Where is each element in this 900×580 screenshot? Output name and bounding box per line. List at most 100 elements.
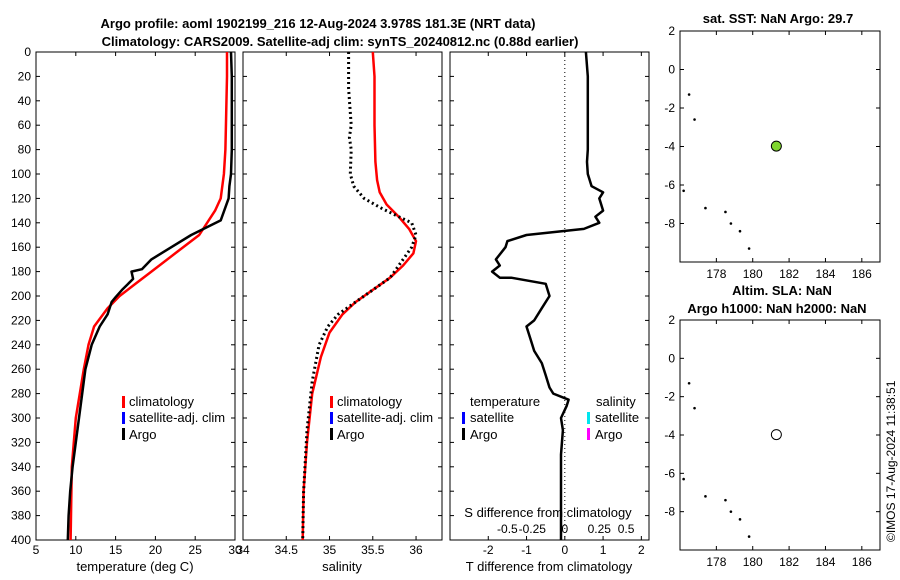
coast-point — [682, 189, 685, 193]
y-tick-label: 340 — [11, 460, 31, 474]
temperature-xlabel: temperature (deg C) — [76, 559, 193, 574]
y-tick-label: -4 — [664, 428, 675, 442]
legend-label-satellite-adj: satellite-adj. clim — [337, 410, 433, 425]
x-tick-label: 184 — [815, 555, 835, 569]
temperature-legend: climatology satellite-adj. clim Argo — [122, 394, 225, 442]
coast-point — [747, 247, 751, 250]
y-tick-label: -6 — [664, 466, 675, 480]
top-tick-label: 0.25 — [588, 522, 612, 536]
x-tick-label: 186 — [852, 267, 872, 281]
top-tick-label: -0.5 — [497, 522, 518, 536]
coast-point — [704, 206, 707, 210]
legend-label-sal-argo: Argo — [595, 427, 622, 442]
legend-title-salinity: salinity — [596, 394, 636, 409]
y-tick-label: 360 — [11, 484, 31, 498]
y-tick-label: 220 — [11, 313, 31, 327]
y-tick-label: 2 — [668, 24, 675, 38]
salinity-lines — [301, 51, 418, 541]
x-tick-label: 182 — [779, 267, 799, 281]
legend-swatch-satellite-adj — [122, 412, 125, 424]
y-tick-label: 40 — [18, 94, 32, 108]
legend-swatch-temp-satellite — [462, 412, 465, 424]
figure-title-line2: Climatology: CARS2009. Satellite-adj cli… — [102, 34, 579, 49]
figure-title-line1: Argo profile: aoml 1902199_216 12-Aug-20… — [101, 16, 536, 31]
coast-point — [682, 477, 685, 481]
x-tick-label: 35.5 — [361, 543, 385, 557]
y-tick-label: 0 — [668, 351, 675, 365]
y-tick-label: 380 — [11, 509, 31, 523]
difference-legend: temperature salinity satellite Argo sate… — [462, 394, 639, 442]
legend-label-argo: Argo — [337, 427, 364, 442]
top-tick-label: 0.5 — [618, 522, 635, 536]
legend-label-climatology: climatology — [129, 394, 195, 409]
difference-top-label: S difference from climatology — [464, 505, 632, 520]
series-line-argo — [301, 52, 418, 541]
legend-swatch-sal-argo — [587, 428, 590, 440]
sst-map-title: sat. SST: NaN Argo: 29.7 — [703, 11, 854, 26]
top-tick-label: 0 — [561, 522, 568, 536]
legend-swatch-climatology — [330, 396, 333, 408]
salinity-xlabel: salinity — [322, 559, 362, 574]
y-tick-label: 140 — [11, 216, 31, 230]
sla-map-title-line2: Argo h1000: NaN h2000: NaN — [687, 301, 866, 316]
legend-label-climatology: climatology — [337, 394, 403, 409]
y-tick-label: 200 — [11, 289, 31, 303]
x-tick-label: 5 — [33, 543, 40, 557]
temperature-ticks: 0 20 40 60 80 100 120 140 160 180 200 220 240 260 280 3… — [11, 45, 242, 557]
x-tick-label: 36 — [409, 543, 423, 557]
y-tick-label: 20 — [18, 69, 32, 83]
x-tick-label: -2 — [483, 543, 494, 557]
y-tick-label: 2 — [668, 313, 675, 327]
y-tick-label: 160 — [11, 240, 31, 254]
float-position-marker — [770, 140, 782, 152]
x-tick-label: 30 — [228, 543, 242, 557]
x-tick-label: 34 — [236, 543, 250, 557]
series-line-temperature-argo — [490, 51, 605, 540]
legend-label-temp-satellite: satellite — [470, 410, 514, 425]
sst-map-content: 178 180 182 184 186 2 0 -2 -4 -6 -8 — [664, 24, 880, 281]
series-line-climatology — [69, 52, 229, 541]
x-tick-label: 1 — [600, 543, 607, 557]
x-tick-label: 184 — [815, 267, 835, 281]
difference-xlabel: T difference from climatology — [466, 559, 633, 574]
legend-label-temp-argo: Argo — [470, 427, 497, 442]
x-tick-label: 180 — [743, 267, 763, 281]
x-tick-label: 186 — [852, 555, 872, 569]
y-tick-label: 400 — [11, 533, 31, 547]
x-tick-label: 2 — [638, 543, 645, 557]
temperature-axes — [35, 51, 236, 541]
x-tick-label: 180 — [743, 555, 763, 569]
x-tick-label: 35 — [323, 543, 337, 557]
y-tick-label: 260 — [11, 362, 31, 376]
legend-title-temperature: temperature — [470, 394, 540, 409]
x-tick-label: 20 — [149, 543, 163, 557]
coast-point — [729, 510, 733, 513]
coast-point — [693, 118, 696, 121]
legend-swatch-temp-argo — [462, 428, 465, 440]
x-tick-label: 15 — [109, 543, 123, 557]
x-tick-label: 178 — [706, 267, 726, 281]
y-tick-label: 180 — [11, 265, 31, 279]
y-tick-label: -2 — [664, 101, 675, 115]
coast-point — [747, 535, 751, 538]
y-tick-label: 300 — [11, 411, 31, 425]
sla-map-content: 178 180 182 184 186 2 0 -2 -4 -6 -8 — [664, 313, 880, 569]
coast-point — [729, 222, 733, 225]
legend-label-argo: Argo — [129, 427, 156, 442]
top-tick-label: -0.25 — [519, 522, 547, 536]
legend-label-sal-satellite: satellite — [595, 410, 639, 425]
y-tick-label: -8 — [664, 217, 675, 231]
series-line-climatology — [301, 51, 418, 541]
salinity-legend: climatology satellite-adj. clim Argo — [330, 394, 433, 442]
y-tick-label: 100 — [11, 167, 31, 181]
coast-point — [687, 381, 691, 385]
coast-point — [724, 498, 727, 502]
y-tick-label: 120 — [11, 191, 31, 205]
coast-point — [704, 495, 707, 498]
x-tick-label: 0 — [561, 543, 568, 557]
coast-point — [738, 518, 742, 521]
difference-ticks: -2 -1 0 1 2 -0.5 -0.25 0 0.25 0.5 — [450, 51, 649, 557]
x-tick-label: 25 — [189, 543, 203, 557]
series-line-argo — [66, 51, 234, 541]
legend-swatch-sal-satellite — [587, 412, 590, 424]
